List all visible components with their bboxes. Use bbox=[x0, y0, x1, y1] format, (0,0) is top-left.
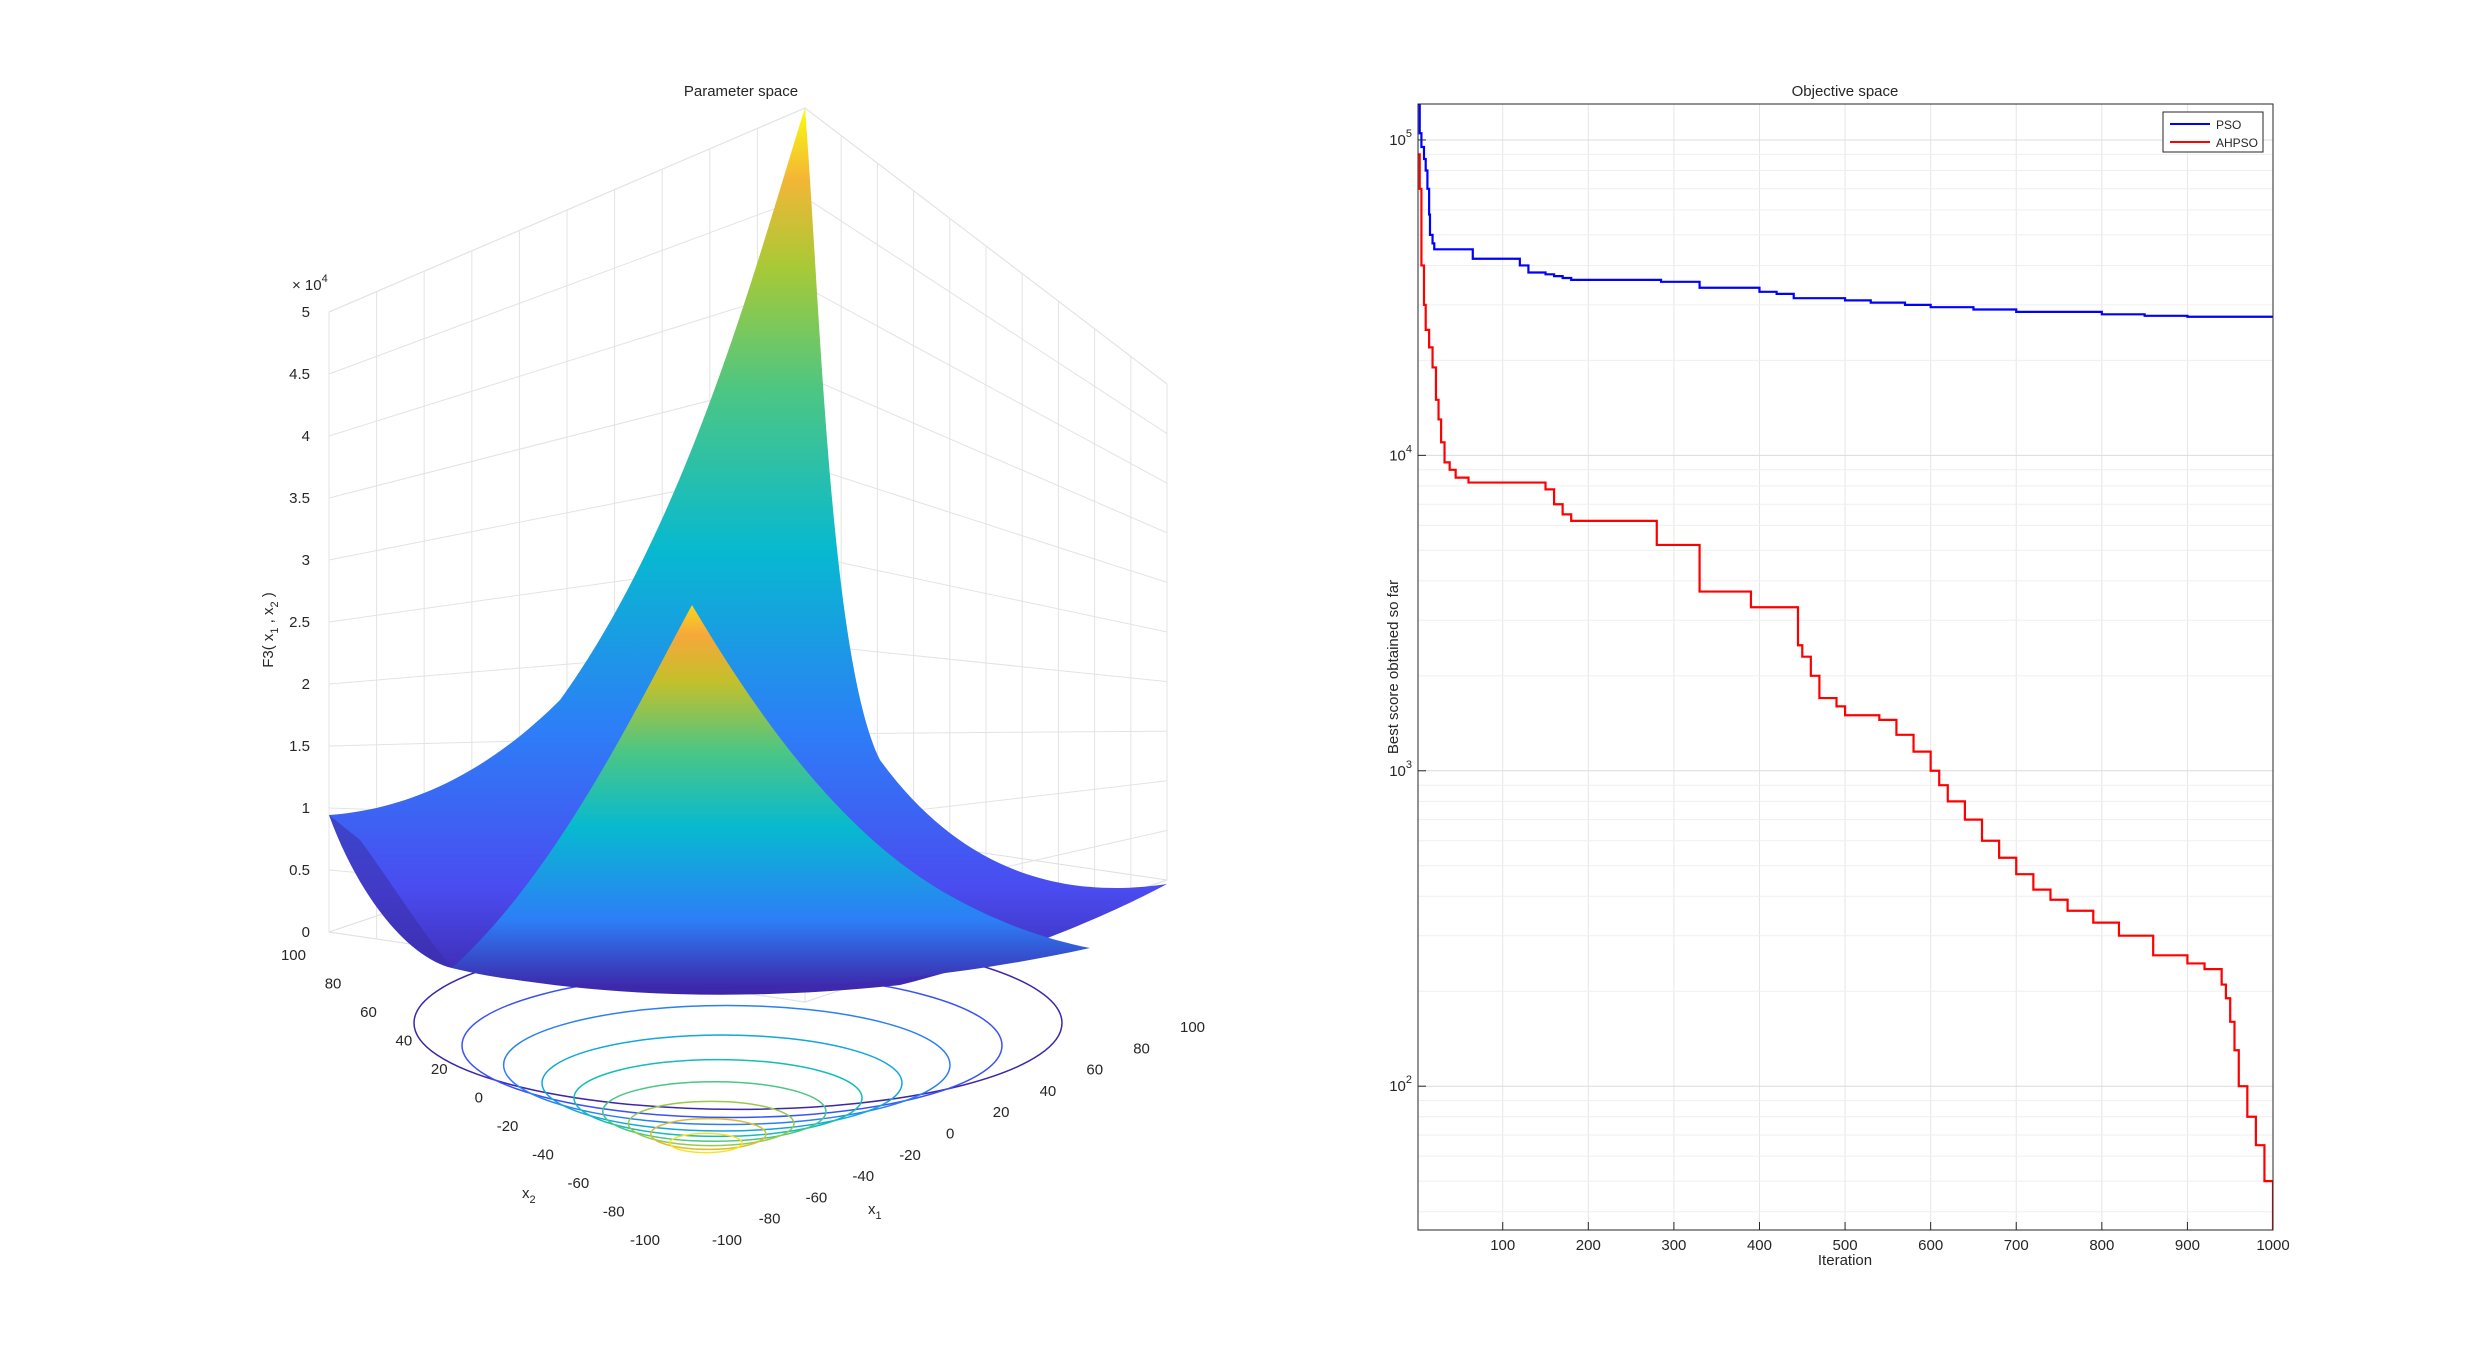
x2-tick-label: 80 bbox=[325, 976, 342, 993]
x1-tick-label: -60 bbox=[806, 1189, 828, 1206]
z-tick-label: 0 bbox=[302, 924, 310, 941]
x1-tick-label: 20 bbox=[993, 1104, 1010, 1121]
legend-box bbox=[2162, 111, 2264, 153]
contour-line bbox=[461, 972, 1003, 1119]
y-tick-label: 105 bbox=[1389, 128, 1412, 149]
surface-shadow-band bbox=[329, 815, 452, 968]
grid-line bbox=[804, 643, 1168, 683]
x1-tick-label: 0 bbox=[946, 1126, 954, 1143]
grid-line bbox=[804, 107, 1168, 385]
x-tick-label: 900 bbox=[2175, 1237, 2200, 1254]
x1-tick-label: -80 bbox=[759, 1211, 781, 1228]
z-tick-label: 0.5 bbox=[289, 862, 310, 879]
z-axis-label: F3( x1 , x2 ) bbox=[260, 592, 281, 668]
z-tick-label: 2 bbox=[302, 676, 310, 693]
x-tick-label: 200 bbox=[1576, 1237, 1601, 1254]
x1-tick-label: 100 bbox=[1180, 1019, 1205, 1036]
x-tick-label: 500 bbox=[1833, 1237, 1858, 1254]
x-tick-label: 600 bbox=[1918, 1237, 1943, 1254]
convergence-ticks: 100 200 300 400 500 600 700 800 900 1000 102 103 104… bbox=[1389, 128, 2290, 1254]
convergence-chart: Objective space 100 200 300 400 500 600 700 800… bbox=[1385, 83, 2290, 1269]
grid-line bbox=[328, 107, 806, 313]
surface-chart: Parameter space 0 0.5 1 1.5 2 2.5 3 3.5 4 4.5 5 100… bbox=[260, 83, 1205, 1249]
y-tick-label: 103 bbox=[1389, 759, 1412, 780]
x1-tick-label: 60 bbox=[1086, 1062, 1103, 1079]
x2-tick-label: -40 bbox=[532, 1147, 554, 1164]
surface-axis-ticks: 00.511.522.533.544.55100806040200-20-40-… bbox=[281, 304, 1205, 1249]
z-tick-label: 3.5 bbox=[289, 490, 310, 507]
z-tick-label: 1 bbox=[302, 800, 310, 817]
z-tick-label: 5 bbox=[302, 304, 310, 321]
grid-line bbox=[804, 465, 1168, 583]
x2-tick-label: -80 bbox=[603, 1204, 625, 1221]
legend-label-ahpso: AHPSO bbox=[2216, 136, 2258, 150]
convergence-y-label: Best score obtained so far bbox=[1385, 580, 1402, 754]
grid-line bbox=[804, 554, 1168, 633]
x-tick-label: 300 bbox=[1661, 1237, 1686, 1254]
x1-tick-label: -40 bbox=[852, 1168, 874, 1185]
contour-line bbox=[541, 1034, 903, 1132]
z-exponent-label: × 104 bbox=[292, 273, 328, 294]
convergence-series bbox=[1418, 104, 2273, 1230]
legend-label-pso: PSO bbox=[2216, 118, 2241, 132]
x2-tick-label: 0 bbox=[475, 1090, 483, 1107]
z-tick-label: 3 bbox=[302, 552, 310, 569]
x2-tick-label: -20 bbox=[497, 1118, 519, 1135]
series-line-ahpso bbox=[1418, 153, 2273, 1230]
contour-line bbox=[573, 1058, 863, 1138]
x2-tick-label: 40 bbox=[396, 1033, 413, 1050]
grid-line bbox=[328, 196, 806, 375]
x-tick-label: 700 bbox=[2004, 1237, 2029, 1254]
z-tick-label: 4.5 bbox=[289, 366, 310, 383]
x1-tick-label: -20 bbox=[899, 1147, 921, 1164]
surface-outer-sheet bbox=[329, 108, 1167, 995]
grid-line bbox=[804, 375, 1168, 534]
z-tick-label: 1.5 bbox=[289, 738, 310, 755]
x1-tick-label: -100 bbox=[712, 1232, 742, 1249]
x-tick-label: 400 bbox=[1747, 1237, 1772, 1254]
z-tick-label: 2.5 bbox=[289, 614, 310, 631]
legend: PSO AHPSO bbox=[2162, 111, 2264, 153]
z-tick-label: 4 bbox=[302, 428, 310, 445]
surface-mesh bbox=[329, 108, 1167, 995]
grid-line bbox=[328, 286, 806, 437]
x-tick-label: 800 bbox=[2089, 1237, 2114, 1254]
x1-axis-label: x1 bbox=[868, 1201, 882, 1222]
convergence-x-label: Iteration bbox=[1818, 1252, 1872, 1269]
series-line-pso bbox=[1418, 104, 2273, 318]
surface-chart-title: Parameter space bbox=[684, 83, 798, 100]
x2-tick-label: -100 bbox=[630, 1232, 660, 1249]
contour-line bbox=[602, 1080, 827, 1143]
x2-tick-label: 60 bbox=[360, 1004, 377, 1021]
grid-line bbox=[804, 196, 1168, 435]
y-tick-label: 102 bbox=[1389, 1074, 1412, 1095]
surface-inner-fold bbox=[452, 605, 1090, 990]
x2-axis-label: x2 bbox=[522, 1185, 536, 1206]
contour-line bbox=[669, 1132, 743, 1154]
x1-tick-label: 40 bbox=[1040, 1083, 1057, 1100]
x1-tick-label: 80 bbox=[1133, 1040, 1150, 1057]
z-exponent-power: 4 bbox=[322, 273, 328, 285]
contour-line bbox=[627, 1100, 795, 1147]
y-tick-label: 104 bbox=[1389, 443, 1412, 464]
convergence-chart-title: Objective space bbox=[1792, 83, 1899, 100]
contour-line bbox=[650, 1117, 767, 1151]
x2-tick-label: -60 bbox=[568, 1175, 590, 1192]
x-tick-label: 1000 bbox=[2256, 1237, 2289, 1254]
x2-tick-label: 20 bbox=[431, 1061, 448, 1078]
contour-line bbox=[502, 1004, 951, 1126]
grid-line bbox=[804, 286, 1168, 484]
x2-tick-label: 100 bbox=[281, 947, 306, 964]
x-tick-label: 100 bbox=[1490, 1237, 1515, 1254]
